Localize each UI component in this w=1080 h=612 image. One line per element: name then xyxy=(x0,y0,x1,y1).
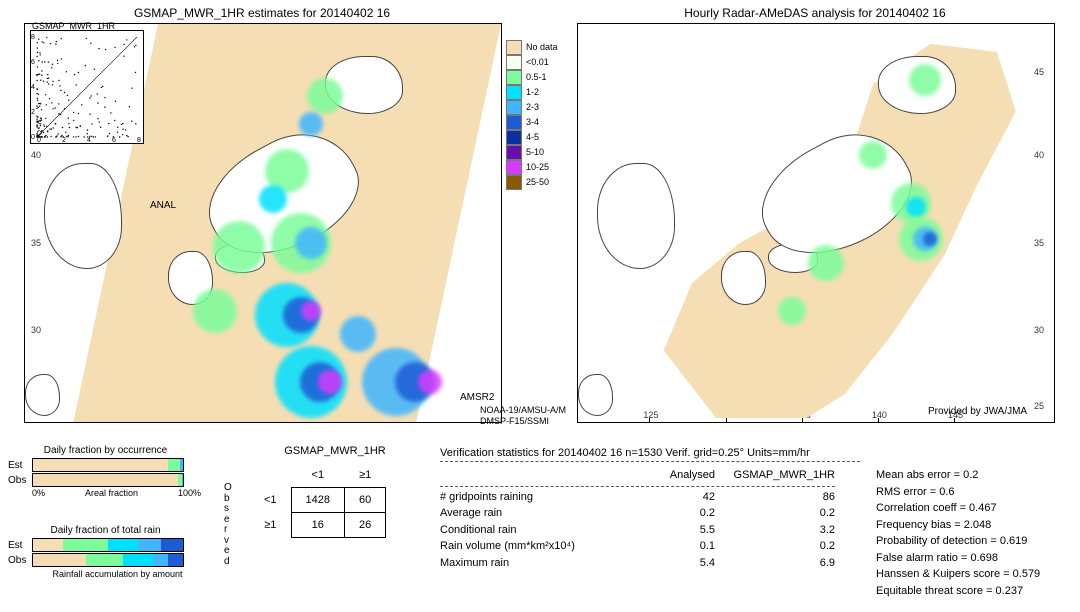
contingency-table: <1≥1<1142860≥11626 xyxy=(250,463,386,538)
left-map-title: GSMAP_MWR_1HR estimates for 20140402 16 xyxy=(24,6,500,20)
label-dmsp: DMSP-F15/SSMI xyxy=(480,416,549,426)
verif-table: AnalysedGSMAP_MWR_1HR# gridpoints rainin… xyxy=(440,467,870,571)
verif-divider xyxy=(440,461,860,462)
scale-0: 0% xyxy=(32,488,45,498)
svg-text:4: 4 xyxy=(31,84,35,91)
svg-text:0: 0 xyxy=(31,134,35,141)
label-amsr2: AMSR2 xyxy=(460,392,494,403)
svg-text:6: 6 xyxy=(112,137,116,143)
inset-label: GSMAP_MWR_1HR xyxy=(32,21,115,31)
bottom-panel: Daily fraction by occurrence EstObs 0% A… xyxy=(0,445,1080,612)
label-anal: ANAL xyxy=(150,200,176,211)
right-map-title: Hourly Radar-AMeDAS analysis for 2014040… xyxy=(577,6,1053,20)
svg-text:2: 2 xyxy=(31,109,35,116)
verif-header: Verification statistics for 20140402 16 … xyxy=(440,445,870,462)
precip-colorbar: No data<0.010.5-11-22-33-44-55-1010-2525… xyxy=(506,40,558,190)
svg-text:0: 0 xyxy=(37,137,41,143)
daily-fraction-occurrence: Daily fraction by occurrence EstObs 0% A… xyxy=(8,445,203,498)
accum-title: Rainfall accumulation by amount xyxy=(8,569,203,579)
daily-fraction-total-rain: Daily fraction of total rain EstObs Rain… xyxy=(8,525,203,579)
rain-title: Daily fraction of total rain xyxy=(8,525,203,536)
svg-text:6: 6 xyxy=(31,59,35,66)
scale-100: 100% xyxy=(178,488,201,498)
svg-text:8: 8 xyxy=(137,137,141,143)
label-noaa: NOAA-19/AMSU-A/M xyxy=(480,405,566,415)
occ-title: Daily fraction by occurrence xyxy=(8,445,203,456)
scale-xlabel: Areal fraction xyxy=(85,488,138,498)
inset-scatter: 00 2 2 4 4 6 6 8 8 xyxy=(30,30,144,144)
ctable-title: GSMAP_MWR_1HR xyxy=(250,445,420,457)
verif-scores: Mean abs error = 0.2RMS error = 0.6Corre… xyxy=(876,467,1076,599)
svg-text:2: 2 xyxy=(62,137,66,143)
credit: Provided by JWA/JMA xyxy=(928,406,1027,417)
observed-label: Observed xyxy=(224,483,234,567)
svg-text:8: 8 xyxy=(31,34,35,41)
svg-text:4: 4 xyxy=(87,137,91,143)
radar-map: 1251301351401454540353025 xyxy=(577,23,1055,423)
